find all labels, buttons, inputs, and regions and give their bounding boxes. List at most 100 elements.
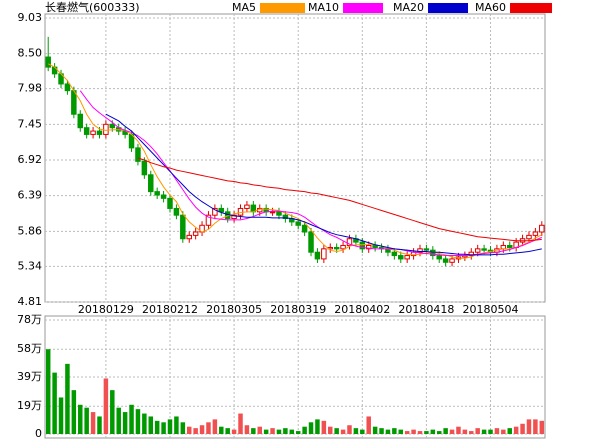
candle-body xyxy=(526,234,532,240)
candle-body xyxy=(481,248,487,251)
candle-body xyxy=(269,211,276,214)
volume-bar xyxy=(481,429,487,434)
candle-body xyxy=(365,244,372,250)
volume-bar xyxy=(58,397,64,434)
volume-bar xyxy=(456,426,461,434)
candle-body xyxy=(321,248,327,260)
volume-bar xyxy=(328,426,333,434)
volume-bar xyxy=(475,428,480,434)
volume-bar xyxy=(449,429,455,434)
volume-bar xyxy=(90,412,96,434)
candle-body xyxy=(212,207,218,216)
x-tick-label: 20180129 xyxy=(78,303,134,316)
candle-body xyxy=(135,147,141,162)
volume-bar xyxy=(533,419,538,434)
volume-bar xyxy=(270,428,275,434)
volume-bar xyxy=(488,429,493,434)
candle-body xyxy=(231,214,237,220)
volume-bar xyxy=(174,416,179,434)
candle-body xyxy=(474,248,481,253)
candle-body xyxy=(282,214,289,220)
volume-bar xyxy=(186,426,192,434)
candle-body xyxy=(237,207,244,216)
candle-body xyxy=(308,231,314,253)
volume-bar xyxy=(154,420,160,434)
candle-body xyxy=(468,251,475,257)
price-panel xyxy=(44,13,546,303)
volume-tick-label: 58万 xyxy=(17,342,42,355)
volume-bar xyxy=(84,407,89,434)
volume-tick-label: 78万 xyxy=(17,313,42,326)
candle-body xyxy=(148,174,154,193)
y-tick-label: 7.45 xyxy=(18,117,43,130)
candle-body xyxy=(500,244,507,250)
volume-bar xyxy=(289,429,295,434)
y-tick-label: 9.03 xyxy=(18,11,43,24)
volume-bar xyxy=(392,428,397,434)
candle-body xyxy=(404,255,410,260)
x-tick-label: 20180418 xyxy=(398,303,454,316)
candle-body xyxy=(314,251,321,260)
volume-bar xyxy=(469,431,474,434)
legend-swatch xyxy=(343,3,384,13)
y-tick-label: 4.81 xyxy=(18,295,43,308)
legend-swatch xyxy=(260,3,306,13)
volume-bar xyxy=(501,429,506,434)
candle-body xyxy=(276,211,282,216)
volume-bar xyxy=(372,426,378,434)
volume-bar xyxy=(315,419,320,434)
volume-bar xyxy=(122,412,128,434)
legend-label: MA20 xyxy=(393,1,424,14)
volume-tick-label: 0 xyxy=(35,427,42,440)
volume-bar xyxy=(199,425,205,434)
volume-bar xyxy=(366,416,371,434)
legend-swatch xyxy=(510,3,553,13)
volume-bar xyxy=(276,429,282,434)
candle-body xyxy=(154,191,160,196)
candle-body xyxy=(398,255,404,260)
volume-bar xyxy=(251,428,256,434)
volume-bar xyxy=(129,404,134,434)
volume-bar xyxy=(398,429,404,434)
volume-bar xyxy=(257,426,262,434)
volume-bar xyxy=(71,390,77,434)
candle-body xyxy=(141,160,148,176)
legend-label: MA5 xyxy=(232,1,256,14)
y-tick-label: 5.34 xyxy=(18,259,43,272)
candle-body xyxy=(83,127,90,135)
volume-bar xyxy=(526,419,532,434)
candle-body xyxy=(45,56,51,68)
volume-bar xyxy=(436,431,442,434)
volume-bar xyxy=(302,426,307,434)
volume-bar xyxy=(404,431,410,434)
volume-bar xyxy=(167,419,173,434)
volume-bar xyxy=(385,429,391,434)
y-tick-label: 8.50 xyxy=(18,47,43,60)
ma-line xyxy=(137,157,542,242)
volume-bar xyxy=(142,413,147,434)
candle-body xyxy=(449,258,455,263)
volume-tick-label: 19万 xyxy=(17,399,42,412)
candle-body xyxy=(539,224,545,233)
candle-body xyxy=(372,244,378,248)
volume-bar xyxy=(78,404,83,434)
candle-body xyxy=(417,248,423,253)
candle-body xyxy=(359,241,366,250)
volume-bar xyxy=(97,416,102,434)
legend-label: MA10 xyxy=(308,1,339,14)
volume-bar xyxy=(494,428,500,434)
volume-bar xyxy=(424,431,429,434)
volume-bar xyxy=(520,423,525,434)
candle-body xyxy=(77,113,83,129)
candle-body xyxy=(71,90,77,115)
candle-body xyxy=(442,258,449,263)
y-tick-label: 6.92 xyxy=(18,153,43,166)
candle-body xyxy=(346,238,353,246)
volume-bar xyxy=(65,363,70,434)
x-tick-label: 20180402 xyxy=(334,303,390,316)
ma-line xyxy=(79,90,542,257)
volume-bar xyxy=(360,429,365,434)
volume-bar xyxy=(238,413,243,434)
candle-body xyxy=(333,246,340,250)
